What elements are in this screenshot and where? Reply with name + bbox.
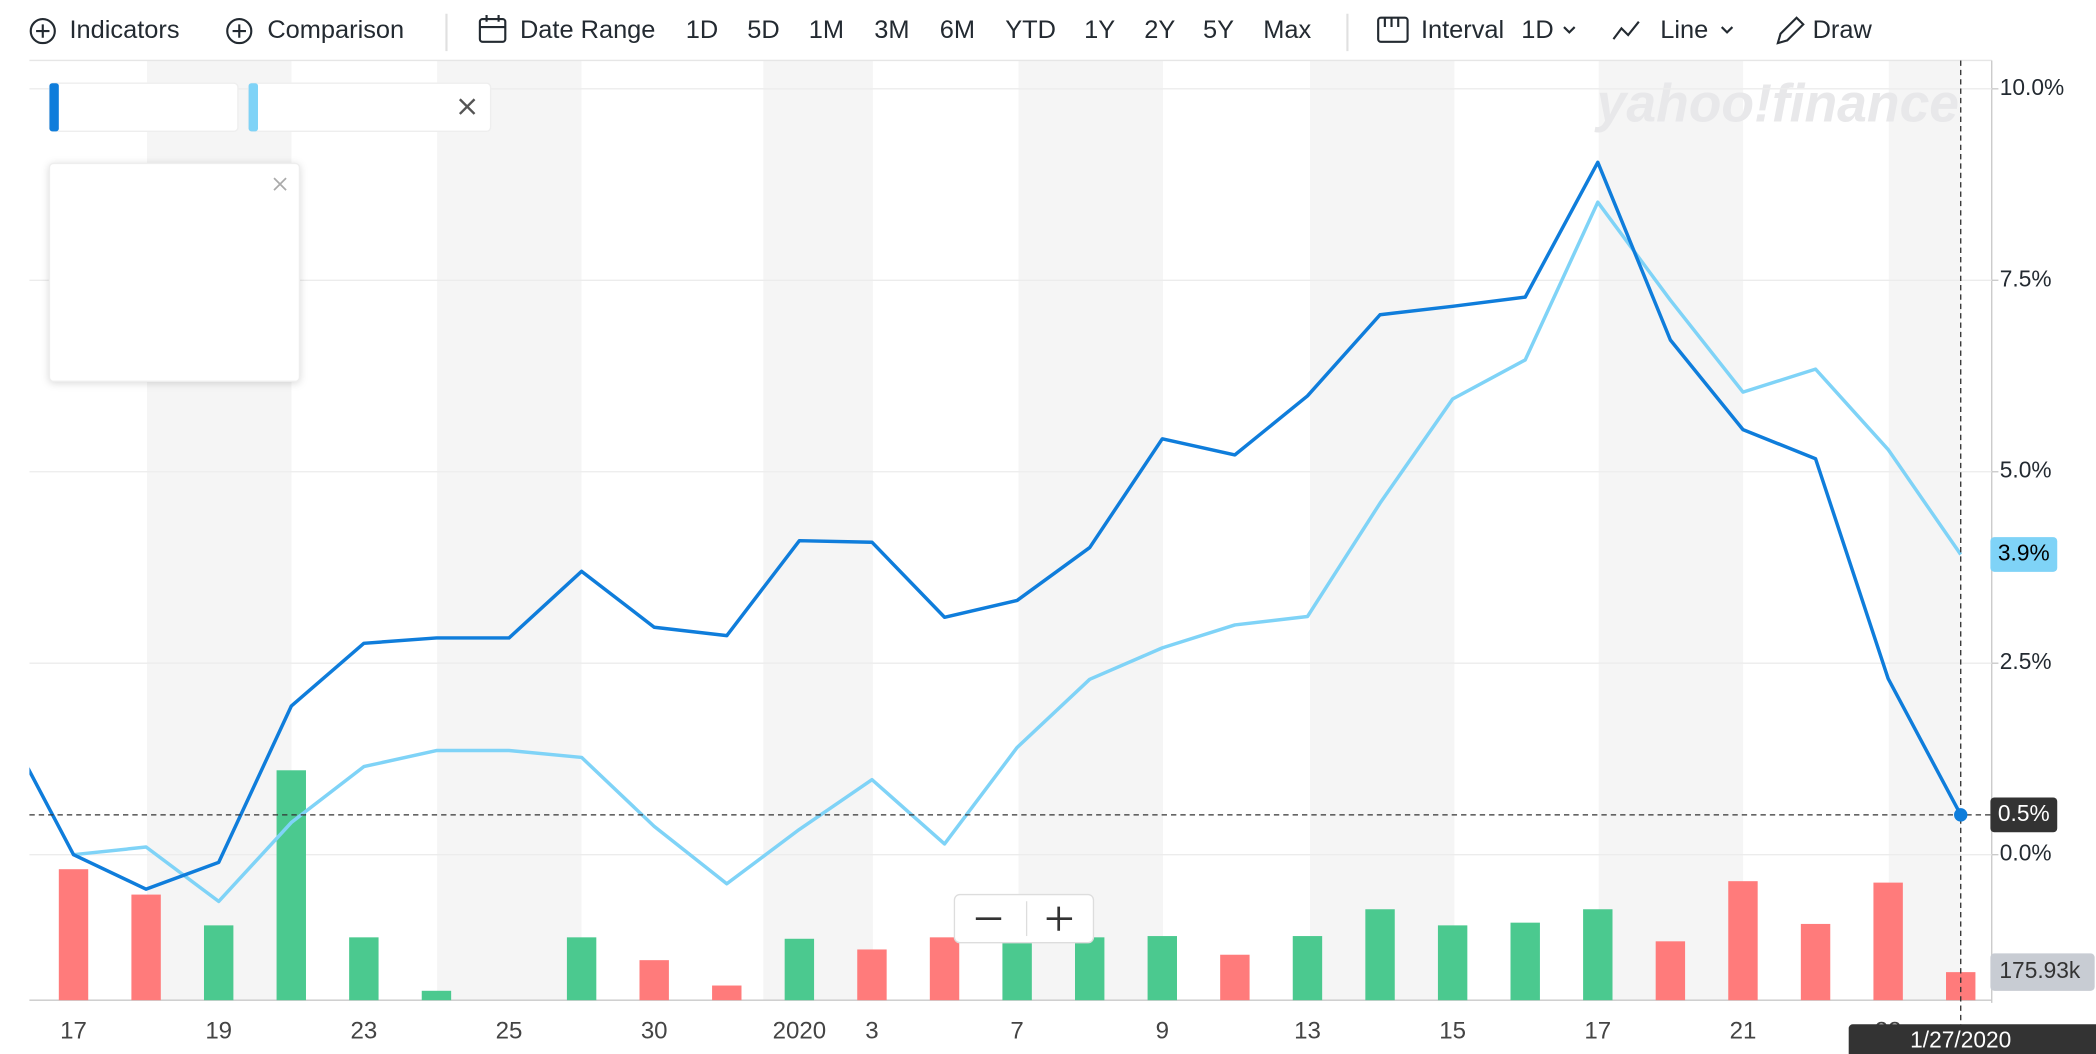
x-tick-label: 19 [205,1018,232,1045]
volume-bar [639,960,669,1001]
volume-end-label: 175.93k [1999,957,2080,983]
x-tick-label: 17 [1584,1018,1611,1045]
crosshair-date: 1/27/2020 [1910,1027,2011,1053]
toolbar-item[interactable]: 3M [874,16,909,44]
x-tick-label: 7 [1010,1018,1023,1045]
x-tick-label: 23 [350,1018,377,1045]
toolbar-item[interactable]: 6M [940,16,975,44]
x-tick-label: 17 [60,1018,87,1045]
volume-bar [1075,937,1105,1001]
y-tick-label: 10.0% [2000,74,2064,100]
volume-bar [1365,909,1395,1001]
toolbar-icons [29,13,1805,52]
y-tick-label: 2.5% [2000,648,2052,674]
toolbar-item[interactable]: Indicators [70,16,180,44]
volume-bar [1220,954,1250,1001]
volume-bar [349,937,379,1001]
volume-bar [421,990,452,1001]
volume-bar [1292,936,1323,1001]
volume-bar [131,894,161,1001]
toolbar-item[interactable]: Comparison [267,16,404,44]
volume-bar [1510,922,1540,1001]
x-tick-label: 9 [1156,1018,1169,1045]
x-tick-label: 3 [865,1018,878,1045]
week-bands [147,60,1961,1001]
toolbar-item[interactable]: Interval [1421,16,1504,44]
volume-bar [1873,882,1903,1001]
volume-bar [712,985,742,1001]
x-tick-label: 2020 [773,1018,827,1045]
volume-bar [203,925,234,1001]
toolbar-item[interactable]: 2Y [1144,16,1175,44]
toolbar-item[interactable]: YTD [1005,16,1056,44]
volume-bar [1728,881,1758,1001]
lines [29,160,1963,904]
toolbar-item[interactable]: Line [1660,16,1708,44]
volume-bar [1655,941,1686,1001]
volume-bar [58,869,89,1001]
legend-boxes [48,82,492,132]
y-tick-label: 7.5% [2000,265,2052,291]
end-label-box [1990,537,2058,572]
volume-bar [1800,923,1831,1001]
toolbar-item[interactable]: 5Y [1203,16,1234,44]
y-tick-label: 5.0% [2000,457,2052,483]
zoom-control[interactable] [953,893,1095,944]
toolbar-item[interactable]: 1M [809,16,844,44]
toolbar-item[interactable]: 5D [747,16,779,44]
volume-bar [1583,909,1613,1001]
x-tick-label: 13 [1294,1018,1321,1045]
crosshair-dot [1954,808,1968,822]
x-tick-label: 30 [641,1018,668,1045]
end-label: 0.5% [1998,800,2050,826]
volume-bar [1437,925,1468,1001]
end-label-box [1990,797,2058,833]
toolbar-item[interactable]: Draw [1813,16,1873,44]
volume-label-box [1990,953,2095,991]
toolbar-item[interactable]: 1Y [1084,16,1115,44]
volume-bar [1147,936,1177,1001]
series-line [73,200,1963,904]
x-tick-label: 25 [496,1018,523,1045]
volume-bar [929,937,960,1001]
toolbar-item[interactable]: Max [1263,16,1311,44]
volume-bar [857,949,887,1001]
toolbar-item[interactable]: Date Range [520,16,655,44]
y-tick-label: 0.0% [2000,840,2052,866]
toolbar-item[interactable]: 1D [1521,16,1553,44]
crosshair-date-box [1848,1024,2096,1054]
watermark: yahoo!finance [1594,74,1959,133]
volume-bar [566,937,597,1001]
x-tick-label: 15 [1439,1018,1466,1045]
series-line [29,160,1963,891]
tooltip-box [48,162,301,382]
volume-bar [1946,972,1976,1001]
toolbar-item[interactable]: 1D [686,16,718,44]
x-tick-label: 21 [1730,1018,1757,1045]
end-label: 3.9% [1998,539,2050,565]
volume-bar [784,938,815,1001]
volume-bar [276,770,306,1001]
volume-bar [1002,942,1032,1001]
